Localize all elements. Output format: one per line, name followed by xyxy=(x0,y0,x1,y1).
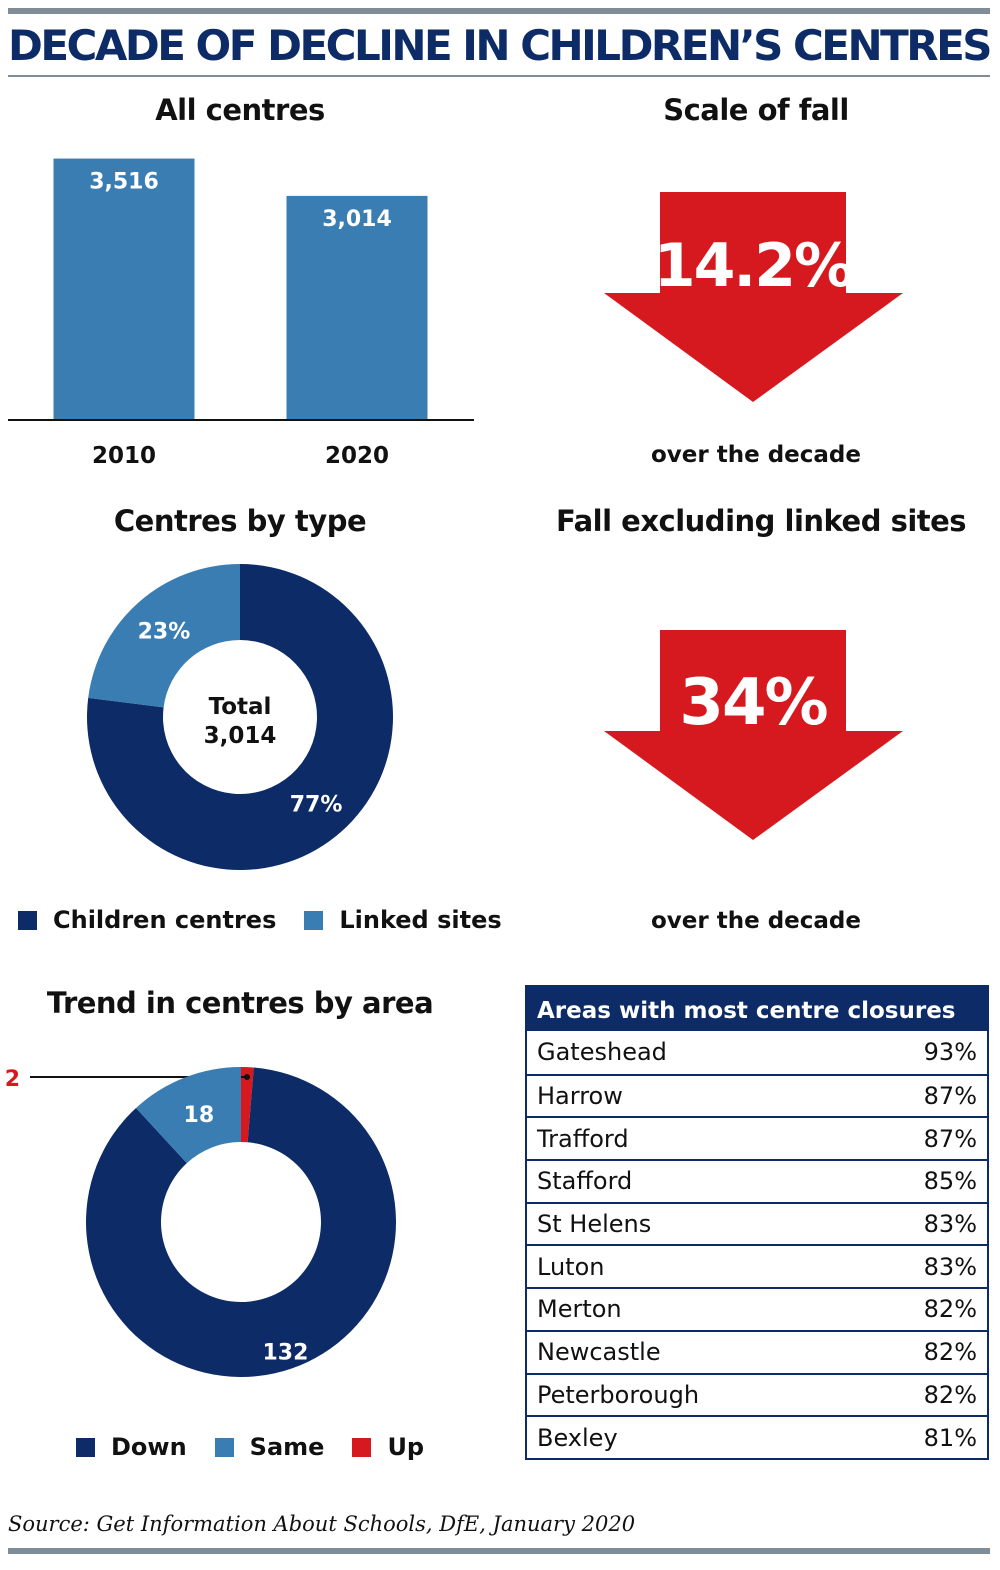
closures-table-body: Gateshead 93% Harrow 87% Trafford 87% Stafford… xyxy=(527,1031,987,1458)
slice-down xyxy=(86,1067,397,1377)
all-centres-title: All centres xyxy=(155,93,325,127)
bar-value-label-2020: 3,014 xyxy=(322,207,392,232)
legend-label-linked-sites: Linked sites xyxy=(339,906,502,934)
area-name-cell: Newcastle xyxy=(537,1338,661,1367)
closure-percent-cell: 83% xyxy=(923,1252,977,1281)
legend-item-same: Same xyxy=(214,1433,325,1461)
scale-of-fall-shape xyxy=(604,192,903,402)
slice-up xyxy=(241,1067,254,1143)
area-name-cell: Peterborough xyxy=(537,1380,700,1409)
area-name-cell: Harrow xyxy=(537,1082,623,1111)
closure-percent-cell: 81% xyxy=(923,1423,977,1452)
fall-excluding-linked-caption: over the decade xyxy=(651,908,861,934)
legend-item-children-centres: Children centres xyxy=(18,906,276,934)
children-centres-swatch xyxy=(18,910,37,930)
closure-percent-cell: 82% xyxy=(923,1338,977,1367)
legend-label-up: Up xyxy=(387,1433,425,1461)
down-swatch xyxy=(76,1437,95,1457)
table-row: Harrow 87% xyxy=(527,1073,987,1117)
table-row: Luton 83% xyxy=(527,1244,987,1287)
x-tick-label-2010: 2010 xyxy=(92,443,156,469)
page-title: DECADE OF DECLINE IN CHILDREN’S CENTRES xyxy=(8,21,993,70)
scale-of-fall-value: 14.2% xyxy=(654,231,853,301)
closure-percent-cell: 93% xyxy=(923,1038,977,1067)
slice-children-centres xyxy=(86,564,393,870)
centres-by-type-title: Centres by type xyxy=(113,504,367,538)
table-row: Merton 82% xyxy=(527,1287,987,1330)
area-name-cell: Gateshead xyxy=(537,1038,667,1067)
trend-by-area-title: Trend in centres by area xyxy=(46,986,434,1020)
legend-label-down: Down xyxy=(111,1433,187,1461)
legend-label-same: Same xyxy=(249,1433,325,1461)
table-row: Stafford 85% xyxy=(527,1159,987,1202)
donut-center-label-total: Total xyxy=(209,694,272,720)
bottom-rule xyxy=(8,1548,990,1554)
legend-item-linked-sites: Linked sites xyxy=(304,906,502,934)
scale-of-fall-arrow: 14.2% xyxy=(604,192,903,402)
area-name-cell: Bexley xyxy=(537,1423,618,1452)
closure-percent-cell: 85% xyxy=(923,1167,977,1196)
closure-percent-cell: 87% xyxy=(923,1124,977,1153)
area-name-cell: Stafford xyxy=(537,1167,633,1196)
area-name-cell: Luton xyxy=(537,1252,605,1281)
closure-percent-cell: 87% xyxy=(923,1082,977,1111)
fall-excluding-linked-shape xyxy=(604,630,903,840)
source-note: Source: Get Information About Schools, D… xyxy=(8,1512,636,1536)
table-row: Gateshead 93% xyxy=(527,1031,987,1074)
closure-percent-cell: 82% xyxy=(923,1380,977,1409)
table-row: Peterborough 82% xyxy=(527,1372,987,1416)
all-centres-bar-chart: 3,516 2010 3,014 2020 xyxy=(8,158,474,469)
fall-excluding-linked-value: 34% xyxy=(679,666,827,740)
closures-table-header: Areas with most centre closures xyxy=(527,987,987,1031)
closures-table: Areas with most centre closures Gateshea… xyxy=(525,985,989,1460)
closure-percent-cell: 83% xyxy=(923,1210,977,1239)
scale-of-fall-caption: over the decade xyxy=(651,442,861,468)
fall-excluding-linked-title: Fall excluding linked sites xyxy=(556,504,967,538)
x-tick-label-2020: 2020 xyxy=(325,443,389,469)
trend-by-area-legend: Down Same Up xyxy=(76,1433,452,1461)
area-name-cell: Trafford xyxy=(537,1124,629,1153)
up-swatch xyxy=(352,1437,372,1457)
area-name-cell: St Helens xyxy=(537,1210,652,1239)
callout-dot-up xyxy=(243,1074,250,1080)
scale-of-fall-title: Scale of fall xyxy=(663,93,849,127)
fall-excluding-linked-arrow: 34% xyxy=(604,630,903,840)
donut-center-label-value: 3,014 xyxy=(204,723,277,749)
slice-linked-sites xyxy=(88,564,240,708)
top-rule xyxy=(8,8,990,14)
same-swatch xyxy=(214,1437,234,1457)
closure-percent-cell: 82% xyxy=(923,1295,977,1324)
slice-label-up: 2 xyxy=(5,1067,20,1092)
table-row: Newcastle 82% xyxy=(527,1329,987,1373)
bar-2020 xyxy=(286,195,428,420)
slice-label-children-centres: 77% xyxy=(290,792,343,817)
title-underline xyxy=(8,75,990,77)
legend-label-children-centres: Children centres xyxy=(53,906,277,934)
bar-2010 xyxy=(53,158,195,421)
centres-by-type-legend: Children centres Linked sites xyxy=(18,906,530,934)
slice-label-down: 132 xyxy=(263,1341,309,1366)
table-row: Trafford 87% xyxy=(527,1116,987,1159)
table-row: St Helens 83% xyxy=(527,1201,987,1245)
table-row: Bexley 81% xyxy=(527,1415,987,1458)
area-name-cell: Merton xyxy=(537,1295,622,1324)
trend-by-area-donut: 2 132 18 xyxy=(5,1067,397,1377)
linked-sites-swatch xyxy=(304,910,324,930)
slice-same xyxy=(136,1067,241,1164)
legend-item-up: Up xyxy=(352,1433,424,1461)
legend-item-down: Down xyxy=(76,1433,187,1461)
slice-label-linked-sites: 23% xyxy=(138,620,191,645)
centres-by-type-donut: 77% 23% Total 3,014 xyxy=(86,564,393,870)
slice-label-same: 18 xyxy=(184,1103,215,1128)
bar-value-label-2010: 3,516 xyxy=(89,170,159,195)
